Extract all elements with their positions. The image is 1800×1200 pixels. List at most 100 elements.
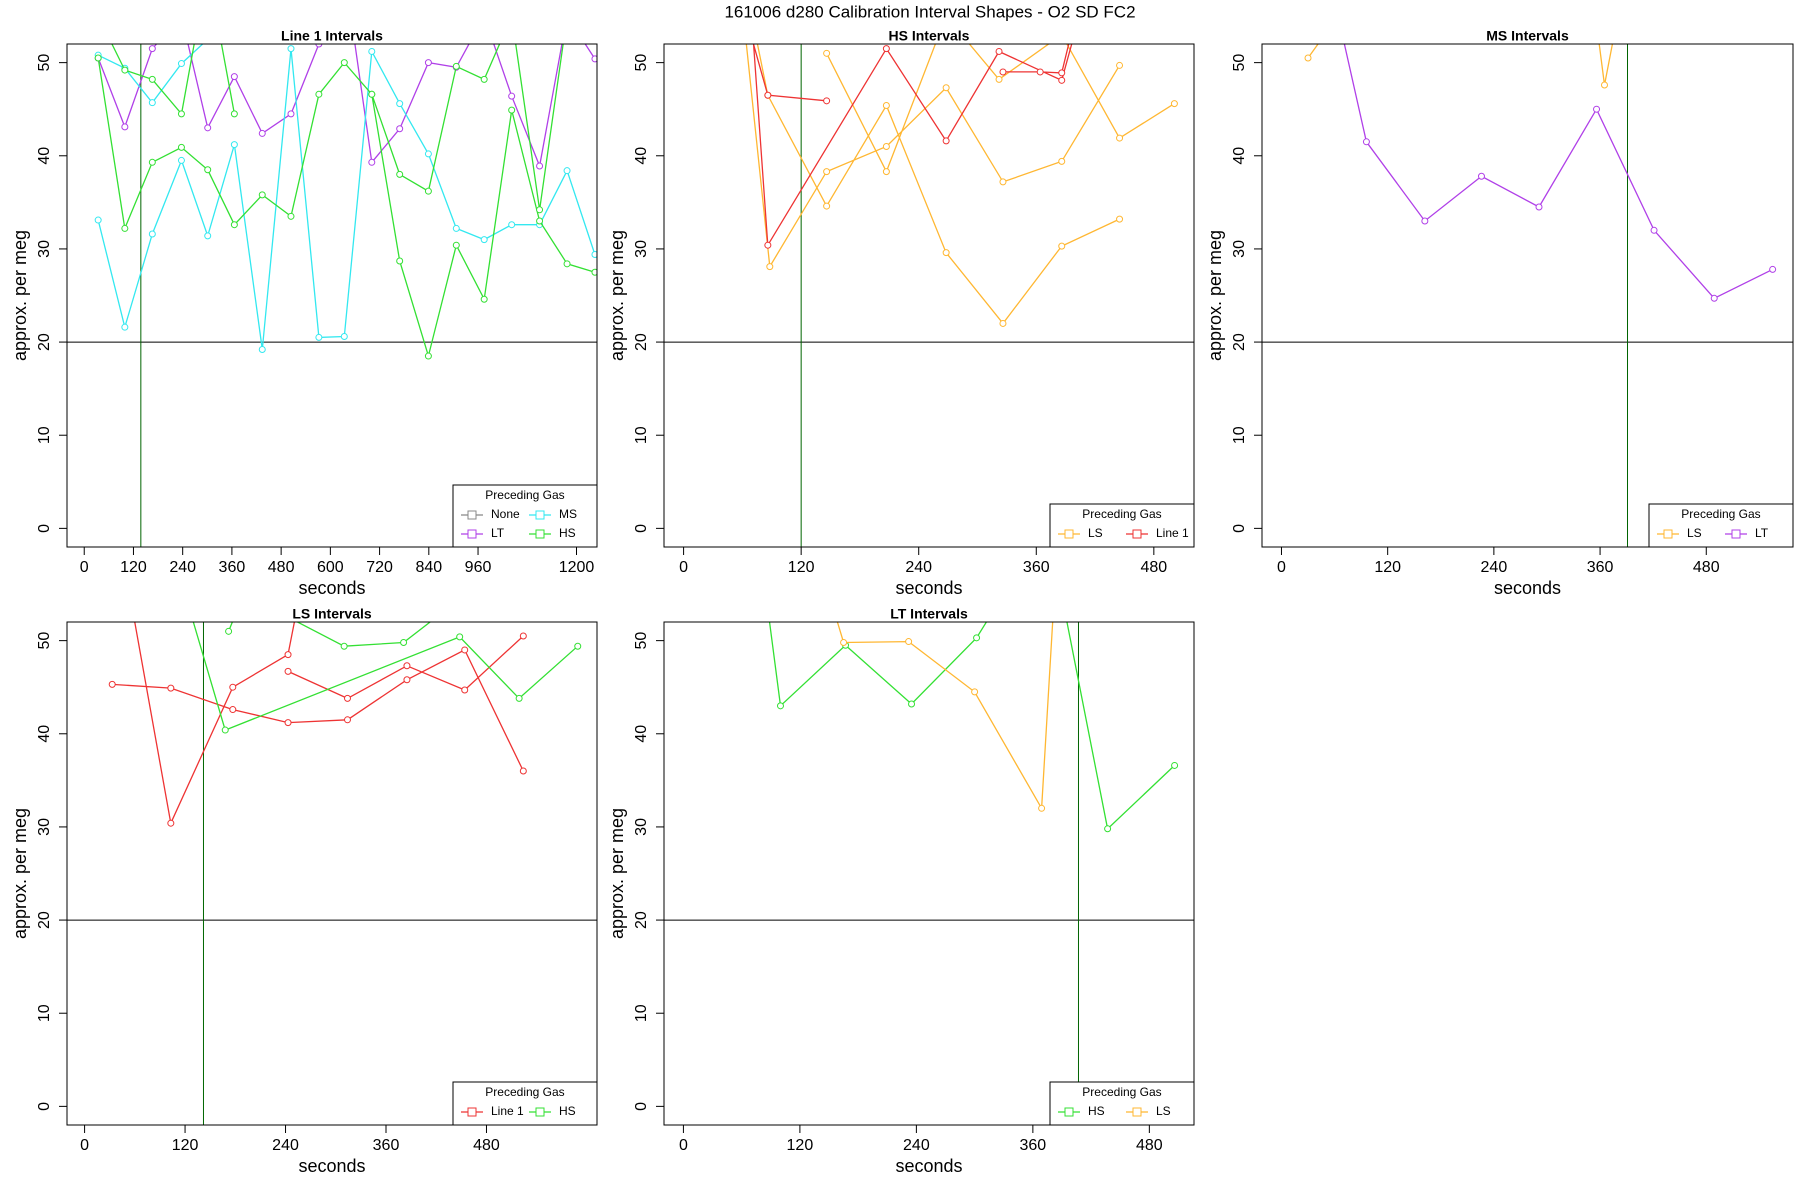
data-point: [340, 59, 348, 67]
data-point: [315, 333, 323, 341]
data-point: [882, 101, 890, 109]
panel: MS Intervals seconds approx. per meg 0 10 20 3…: [1205, 13, 1794, 598]
data-point: [108, 680, 116, 688]
data-point: [343, 694, 351, 702]
series-line: [97, 44, 596, 359]
legend: Preceding Gas None LT MS HS: [452, 484, 598, 548]
legend-marker: [1064, 529, 1074, 539]
data-point: [167, 819, 175, 827]
y-tick-label: 0: [633, 1102, 650, 1111]
x-tick-label: 360: [1023, 559, 1050, 576]
x-axis-label: seconds: [298, 578, 365, 598]
y-tick-label: 10: [36, 426, 53, 444]
data-point: [204, 124, 212, 132]
plot-frame: [66, 621, 598, 1126]
data-point: [230, 110, 238, 118]
panel: HS Intervals seconds approx. per meg 0 10 20 3…: [607, 28, 1195, 598]
y-axis-label: approx. per meg: [1205, 230, 1225, 361]
legend-label: Line 1: [491, 1104, 524, 1118]
data-point: [1058, 242, 1066, 250]
x-tick-label: 240: [1481, 559, 1508, 576]
plot-frame: [1261, 43, 1794, 548]
data-point: [591, 55, 597, 63]
data-point: [148, 158, 156, 166]
data-point: [480, 75, 488, 83]
x-tick-label: 0: [1277, 559, 1286, 576]
y-tick-label: 20: [36, 911, 53, 929]
data-point: [396, 170, 404, 178]
y-tick-label: 30: [1231, 240, 1248, 258]
data-point: [766, 263, 774, 271]
panel: Line 1 Intervals seconds approx. per meg 0 1…: [10, 13, 598, 598]
legend-label: HS: [559, 526, 576, 540]
x-tick-label: 360: [373, 1137, 400, 1154]
data-point: [340, 642, 348, 650]
x-tick-label: 360: [1020, 1137, 1047, 1154]
panel: LS Intervals seconds approx. per meg 0 10 20 3…: [10, 606, 598, 1176]
series-line: [745, 44, 1175, 325]
data-point: [823, 168, 831, 176]
data-point: [452, 241, 460, 249]
data-point: [1335, 13, 1341, 19]
data-point: [343, 716, 351, 724]
x-tick-label: 120: [787, 1137, 814, 1154]
data-point: [536, 217, 544, 225]
data-point: [564, 13, 570, 19]
data-point: [177, 156, 185, 164]
data-point: [1593, 13, 1599, 19]
data-point: [433, 614, 439, 620]
data-point: [1170, 100, 1178, 108]
data-point: [396, 257, 404, 265]
data-point: [400, 638, 408, 646]
y-tick-label: 20: [36, 333, 53, 351]
legend-marker: [1663, 529, 1673, 539]
data-point: [536, 162, 544, 170]
x-tick-label: 600: [317, 559, 344, 576]
y-tick-label: 20: [1231, 333, 1248, 351]
x-tick-label: 120: [1374, 559, 1401, 576]
data-point: [315, 44, 323, 48]
data-point: [826, 591, 832, 597]
y-axis-label: approx. per meg: [10, 808, 30, 939]
y-tick-label: 50: [36, 632, 53, 650]
legend-marker: [1731, 529, 1741, 539]
legend-marker: [535, 1107, 545, 1117]
plot-area: [664, 591, 1194, 1125]
data-point: [1171, 761, 1179, 769]
data-point: [340, 332, 348, 340]
data-point: [823, 97, 831, 105]
x-axis-label: seconds: [895, 578, 962, 598]
legend-marker: [467, 510, 477, 520]
data-point: [403, 676, 411, 684]
legend-label: None: [491, 507, 520, 521]
x-tick-label: 120: [788, 559, 815, 576]
x-tick-label: 0: [80, 1137, 89, 1154]
data-point: [121, 66, 129, 74]
data-point: [508, 221, 516, 229]
data-point: [205, 36, 211, 42]
x-tick-label: 240: [903, 1137, 930, 1154]
data-point: [148, 75, 156, 83]
y-tick-label: 40: [633, 725, 650, 743]
data-point: [178, 13, 184, 19]
legend-marker: [1132, 1107, 1142, 1117]
data-point: [424, 187, 432, 195]
legend-label: LS: [1088, 526, 1103, 540]
data-point: [284, 667, 292, 675]
data-point: [230, 73, 238, 81]
data-point: [536, 206, 544, 214]
x-tick-label: 360: [219, 559, 246, 576]
data-point: [591, 251, 597, 259]
data-point: [481, 13, 487, 19]
data-point: [999, 319, 1007, 327]
data-point: [258, 191, 266, 199]
data-point: [882, 45, 890, 53]
plot-area: [1262, 13, 1793, 547]
x-tick-label: 480: [473, 1137, 500, 1154]
plot-frame: [66, 43, 598, 548]
y-tick-label: 10: [1231, 426, 1248, 444]
data-point: [287, 212, 295, 220]
data-point: [1615, 13, 1621, 19]
legend-label: MS: [559, 507, 577, 521]
